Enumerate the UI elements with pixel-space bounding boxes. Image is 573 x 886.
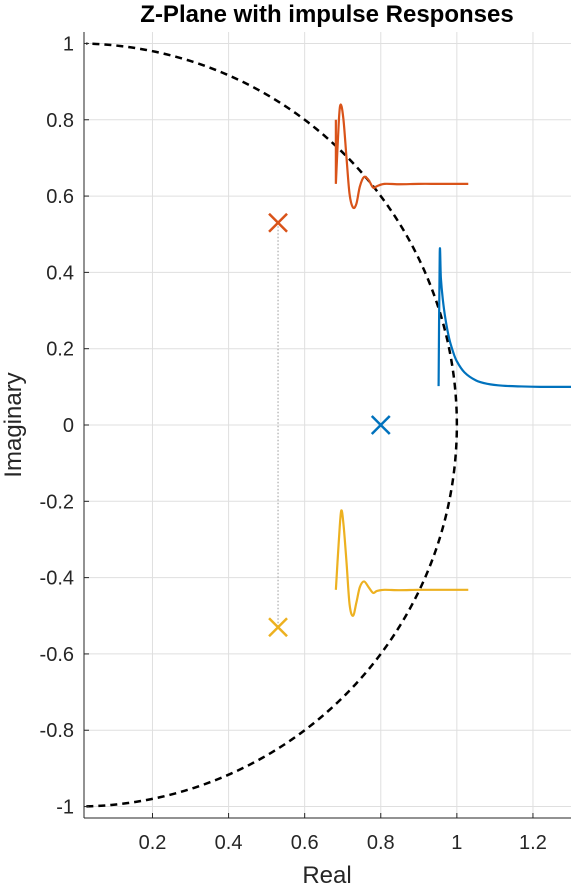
y-tick-label: 0 <box>63 415 74 437</box>
x-tick-labels: 0.2 0.4 0.6 0.8 1 1.2 <box>139 832 547 854</box>
y-tick-label: -0.4 <box>40 568 74 590</box>
y-tick-label: 0.6 <box>46 186 74 208</box>
axes-frame <box>83 32 571 819</box>
chart-title: Z-Plane with impulse Responses <box>140 1 513 28</box>
x-tick-label: 0.8 <box>367 832 395 854</box>
x-tick-label: 0.6 <box>291 832 319 854</box>
x-axis-label: Real <box>302 862 351 886</box>
x-tick-label: 0.4 <box>215 832 243 854</box>
pole-marker-1 <box>370 415 391 435</box>
impulse-response-2 <box>334 103 469 210</box>
x-tick-label: 1 <box>451 832 462 854</box>
unit-circle <box>86 42 459 808</box>
y-tick-label: -0.2 <box>40 491 74 513</box>
y-tick-label: 1 <box>63 33 74 55</box>
impulse-response-1 <box>437 247 571 388</box>
pole-marker-3 <box>268 617 288 638</box>
y-tick-labels: 1 0.8 0.6 0.4 0.2 0 -0.2 -0.4 -0.6 -0.8 -1 <box>40 33 74 818</box>
plot-content <box>86 42 571 808</box>
impulse-response-3 <box>334 509 469 617</box>
x-tick-label: 1.2 <box>519 832 547 854</box>
y-tick-label: 0.2 <box>46 339 74 361</box>
y-tick-label: 0.8 <box>46 110 74 132</box>
y-tick-label: 0.4 <box>46 262 74 284</box>
y-axis-label: Imaginary <box>0 372 27 477</box>
y-tick-label: -0.6 <box>40 644 74 666</box>
x-tick-label: 0.2 <box>139 832 167 854</box>
y-tick-label: -1 <box>56 797 74 819</box>
pole-marker-2 <box>268 212 288 233</box>
y-tick-label: -0.8 <box>40 720 74 742</box>
